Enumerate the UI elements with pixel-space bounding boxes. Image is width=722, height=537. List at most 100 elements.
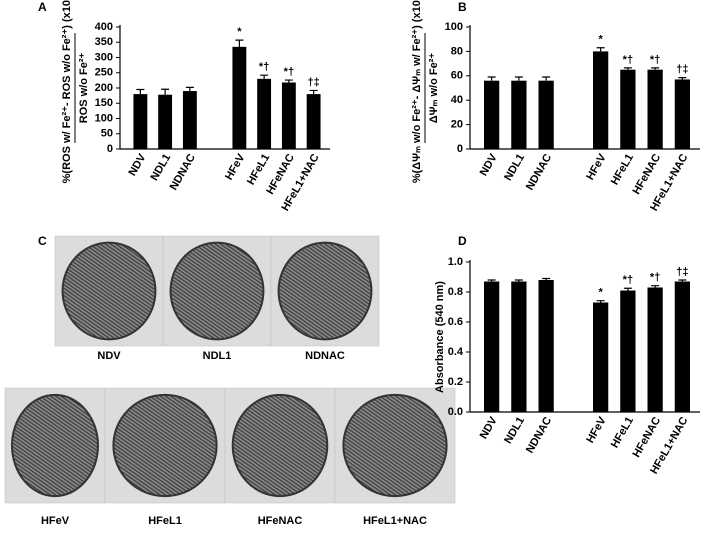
x-tick-label: NDL1 — [502, 415, 527, 446]
mitochondrion — [342, 393, 448, 498]
bar — [483, 281, 500, 412]
x-tick-label: NDV — [478, 414, 500, 441]
x-tick-label: NDL1 — [148, 152, 173, 183]
error-bar — [161, 88, 170, 95]
x-tick-label: NDL1 — [502, 152, 527, 183]
mitochondrion — [112, 393, 218, 498]
bar — [158, 94, 173, 149]
bar — [232, 46, 247, 150]
bar — [620, 69, 636, 149]
bar — [281, 82, 296, 149]
x-tick-label: HFeV — [584, 414, 609, 445]
bar — [511, 80, 527, 149]
y-tick-label: 0 — [457, 143, 463, 155]
y-axis-label: %(ΔΨₘ w/o Fe²⁺- ΔΨₘ w/ Fe²⁺) (x10²) — [411, 0, 423, 183]
panel-label: B — [458, 0, 467, 14]
micrograph-caption: NDNAC — [305, 350, 345, 362]
error-bar — [487, 279, 496, 282]
error-bar — [596, 47, 605, 52]
significance-mark: * — [598, 287, 603, 299]
y-axis-label: Absorbance (540 nm) — [434, 281, 446, 393]
error-bar — [651, 67, 660, 70]
bar — [257, 78, 272, 149]
y-tick-label: 250 — [95, 67, 113, 79]
x-tick-label: HFeL1 — [245, 152, 272, 187]
significance-mark: †‡ — [308, 76, 320, 88]
y-axis-label: ΔΨₘ w/o Fe²⁺ — [428, 53, 440, 124]
y-tick-label: 40 — [451, 94, 463, 106]
bar — [592, 51, 609, 149]
error-bar — [678, 77, 687, 80]
error-bar — [309, 89, 318, 95]
y-tick-label: 60 — [451, 70, 463, 82]
error-bar — [514, 279, 523, 282]
micrograph-caption: HFeL1 — [148, 515, 182, 527]
y-tick-label: 50 — [101, 128, 113, 140]
significance-mark: †‡ — [676, 64, 688, 76]
y-tick-label: 350 — [95, 36, 113, 48]
x-tick-label: NDNAC — [524, 415, 554, 455]
error-bar — [542, 76, 551, 81]
bar — [647, 287, 663, 412]
bar — [620, 290, 636, 412]
mitochondrion — [277, 241, 373, 341]
x-tick-label: HFeL1 — [609, 152, 636, 187]
error-bar — [596, 300, 605, 303]
bar — [647, 69, 663, 149]
significance-mark: †‡ — [676, 266, 688, 278]
x-tick-label: NDV — [478, 151, 500, 178]
y-axis-label: ROS w/o Fe²⁺ — [78, 53, 90, 124]
error-bar — [260, 74, 269, 79]
panel-label: C — [38, 234, 47, 248]
y-tick-label: 100 — [445, 21, 463, 33]
significance-mark: * — [598, 34, 603, 46]
x-tick-label: NDNAC — [524, 152, 554, 192]
error-bar — [623, 67, 632, 70]
error-bar — [235, 39, 244, 47]
y-tick-label: 0.8 — [448, 286, 463, 298]
error-bar — [514, 76, 523, 81]
x-tick-label: HFeV — [223, 151, 248, 182]
bar — [674, 281, 691, 412]
y-tick-label: 1.0 — [448, 256, 463, 268]
y-tick-label: 80 — [451, 45, 463, 57]
significance-mark: *† — [623, 54, 633, 66]
y-tick-label: 0 — [107, 143, 113, 155]
y-tick-label: 0.2 — [448, 376, 463, 388]
error-bar — [185, 86, 194, 92]
panel-label: A — [38, 0, 47, 14]
x-tick-label: NDV — [126, 151, 148, 178]
error-bar — [678, 279, 687, 282]
significance-mark: *† — [259, 61, 269, 73]
mitochondrion — [11, 393, 99, 498]
y-tick-label: 0.6 — [448, 316, 463, 328]
error-bar — [623, 287, 632, 291]
bar — [538, 280, 554, 412]
y-tick-label: 300 — [95, 51, 113, 63]
y-axis-label: %(ROS w/ Fe²⁺- ROS w/o Fe²⁺) (x10²) — [61, 0, 73, 183]
micrograph-panel: C NDV NDL1 NDNAC HFeV HFeL1 HFeNAC HFeL1+NAC — [4, 234, 456, 527]
y-tick-label: 20 — [451, 119, 463, 131]
error-bar — [284, 79, 293, 83]
bar — [538, 80, 554, 149]
mitochondrion — [169, 241, 265, 341]
significance-mark: *† — [623, 274, 633, 286]
error-bar — [651, 285, 660, 288]
micrograph-caption: HFeL1+NAC — [363, 515, 427, 527]
y-tick-label: 150 — [95, 97, 113, 109]
error-bar — [136, 88, 145, 95]
micrograph-caption: HFeV — [41, 515, 70, 527]
significance-mark: *† — [284, 66, 294, 78]
bar — [592, 302, 609, 412]
bar — [133, 94, 148, 149]
significance-mark: *† — [650, 54, 660, 66]
bar — [306, 94, 321, 149]
y-tick-label: 0.4 — [448, 346, 464, 358]
bar — [674, 79, 691, 149]
x-tick-label: HFeL1 — [609, 415, 636, 450]
significance-mark: *† — [650, 272, 660, 284]
micrograph-caption: HFeNAC — [258, 515, 303, 527]
panel-label: D — [458, 234, 467, 248]
significance-mark: * — [237, 26, 242, 38]
